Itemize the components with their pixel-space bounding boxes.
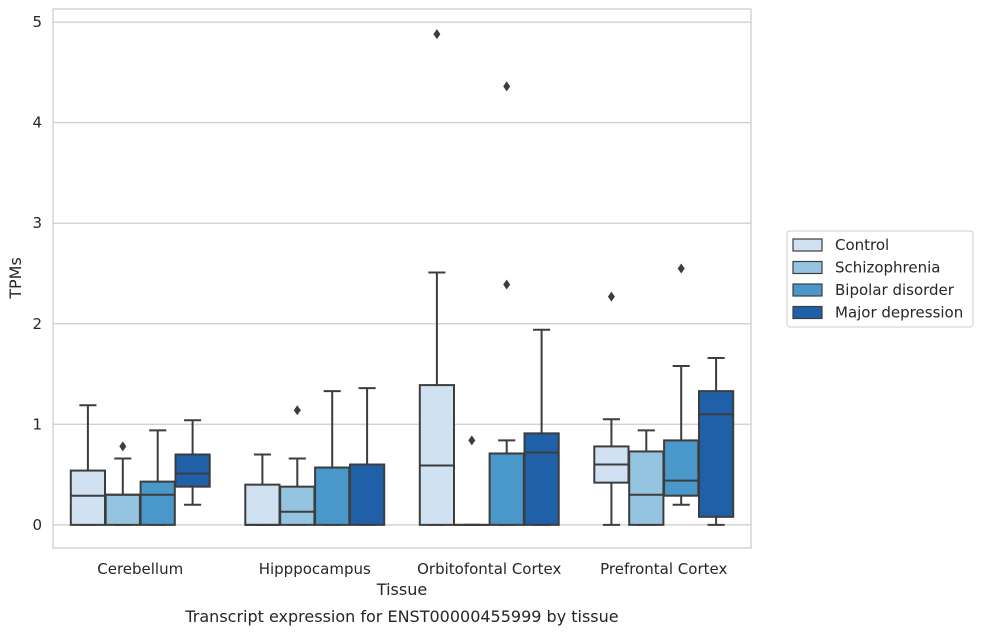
legend-frame [786, 230, 974, 328]
box-body [523, 432, 560, 526]
box-body [663, 439, 700, 497]
x-tick-label: Cerebellum [97, 560, 183, 578]
box-major-depression [174, 419, 211, 506]
box-control [69, 404, 107, 526]
legend-label: Major depression [835, 304, 963, 322]
y-tick-label: 1 [32, 415, 42, 433]
box-major-depression [348, 387, 386, 526]
y-tick-label: 4 [32, 114, 42, 132]
x-tick-label: Orbitofontal Cortex [417, 560, 561, 578]
box-body [279, 485, 316, 526]
outlier-point [119, 441, 127, 452]
box-body [244, 483, 281, 526]
box-bipolar-disorder [488, 81, 525, 526]
x-tick-label: Prefrontal Cortex [600, 560, 727, 578]
box-bipolar-disorder [663, 263, 700, 506]
outlier-point [677, 263, 685, 274]
box-body [628, 450, 665, 526]
x-tick-label: Hipppocampus [259, 560, 371, 578]
box-control [593, 291, 630, 526]
box-schizophrenia [453, 435, 490, 526]
legend-label: Schizophrenia [835, 259, 940, 277]
box-body [104, 493, 141, 526]
legend-swatch [792, 260, 823, 275]
chart-caption: Transcript expression for ENST0000045599… [184, 607, 618, 626]
y-tick-label: 2 [32, 315, 42, 333]
plot-frame [52, 8, 752, 549]
legend-label: Control [835, 236, 889, 254]
box-body [488, 452, 525, 526]
box-body [418, 384, 456, 526]
x-axis-title: Tissue [376, 580, 427, 599]
box-body [314, 466, 351, 526]
outlier-point [433, 29, 441, 40]
box-control [244, 453, 281, 526]
legend-label: Bipolar disorder [835, 281, 955, 299]
box-body [139, 480, 176, 526]
legend: Control Schizophrenia Bipolar disorder Majo… [786, 230, 974, 328]
box-major-depression [697, 356, 735, 526]
y-tick-label: 3 [32, 214, 42, 232]
outlier-point [607, 291, 615, 302]
outlier-point [503, 81, 511, 92]
box-bipolar-disorder [314, 390, 351, 526]
box-major-depression [523, 328, 560, 526]
y-axis-title: TPMs [6, 257, 25, 300]
box-body [174, 453, 211, 488]
legend-swatch [792, 238, 823, 252]
legend-swatch [792, 283, 823, 297]
box-body [348, 463, 386, 526]
x-tick-labels: Cerebellum Hipppocampus Orbitofontal Corte… [97, 560, 727, 578]
box-body [69, 469, 107, 526]
y-tick-labels: 0 1 2 3 4 5 [32, 13, 42, 534]
outlier-point [468, 435, 476, 446]
box-schizophrenia [104, 441, 141, 526]
y-tick-label: 0 [32, 516, 42, 534]
box-schizophrenia [279, 405, 316, 526]
legend-swatch [792, 305, 823, 320]
outlier-point [293, 405, 301, 416]
box-body [697, 390, 735, 518]
box-schizophrenia [628, 429, 665, 526]
box-plot-series [69, 29, 735, 526]
box-control [418, 29, 456, 526]
y-tick-label: 5 [32, 13, 42, 31]
box-bipolar-disorder [139, 429, 176, 526]
outlier-point [503, 279, 511, 290]
